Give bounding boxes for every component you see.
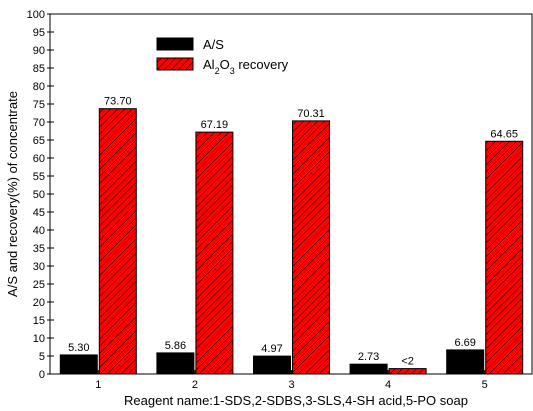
bar-as — [59, 354, 98, 375]
bar-as — [253, 355, 291, 375]
legend-label-as: A/S — [203, 37, 224, 52]
bar-recovery — [98, 108, 137, 375]
y-tick-label: 25 — [33, 279, 45, 291]
data-label-recovery: 73.70 — [104, 96, 132, 108]
bar-as — [156, 352, 195, 375]
data-label-recovery: <2 — [401, 356, 414, 368]
x-tick-label: 1 — [95, 379, 101, 391]
bar-recovery — [388, 368, 427, 375]
bar-recovery — [195, 131, 234, 375]
y-tick-label: 95 — [33, 27, 45, 39]
data-labels: 5.30 5.86 4.97 2.73 6.69 73.70 67.19 70.31 <2 64.… — [68, 96, 518, 368]
data-label-as: 6.69 — [454, 337, 475, 349]
bar-as — [349, 363, 388, 375]
y-tick-label: 80 — [33, 81, 45, 93]
x-tick-label: 5 — [482, 379, 488, 391]
y-tick-label: 45 — [33, 207, 45, 219]
y-tick-label: 100 — [27, 9, 45, 21]
legend-label-recovery: Al2O3 recovery — [203, 57, 289, 76]
x-tick-label: 2 — [192, 379, 198, 391]
y-tick-label: 90 — [33, 45, 45, 57]
bar-recovery — [292, 120, 330, 375]
y-tick-label: 50 — [33, 189, 45, 201]
data-label-recovery: 67.19 — [201, 119, 229, 131]
legend: A/S Al2O3 recovery — [156, 37, 289, 76]
data-label-recovery: 64.65 — [490, 128, 518, 140]
y-tick-label: 10 — [33, 333, 45, 345]
y-tick-label: 70 — [33, 117, 45, 129]
y-tick-label: 20 — [33, 297, 45, 309]
bars — [59, 108, 524, 375]
y-tick-label: 15 — [33, 315, 45, 327]
data-label-as: 5.30 — [68, 342, 89, 354]
y-tick-label: 5 — [39, 351, 45, 363]
legend-swatch-recovery — [156, 57, 194, 71]
bar-recovery — [485, 140, 524, 375]
y-tick-label: 30 — [33, 261, 45, 273]
y-tick-label: 60 — [33, 153, 45, 165]
data-label-as: 4.97 — [261, 343, 282, 355]
x-tick-label: 3 — [288, 379, 294, 391]
y-tick-label: 40 — [33, 225, 45, 237]
y-tick-label: 0 — [39, 369, 45, 381]
x-tick-label: 4 — [385, 379, 391, 391]
y-tick-label: 85 — [33, 63, 45, 75]
bar-as — [446, 349, 485, 375]
x-axis-label: Reagent name:1-SDS,2-SDBS,3-SLS,4-SH aci… — [124, 393, 468, 408]
data-label-as: 2.73 — [358, 351, 379, 363]
y-tick-label: 35 — [33, 243, 45, 255]
y-tick-label: 55 — [33, 171, 45, 183]
data-label-as: 5.86 — [165, 340, 186, 352]
data-label-recovery: 70.31 — [297, 108, 325, 120]
y-axis-label: A/S and recovery(%) of concentrate — [5, 91, 20, 297]
legend-swatch-as — [156, 37, 194, 51]
y-tick-label: 65 — [33, 135, 45, 147]
y-tick-label: 75 — [33, 99, 45, 111]
